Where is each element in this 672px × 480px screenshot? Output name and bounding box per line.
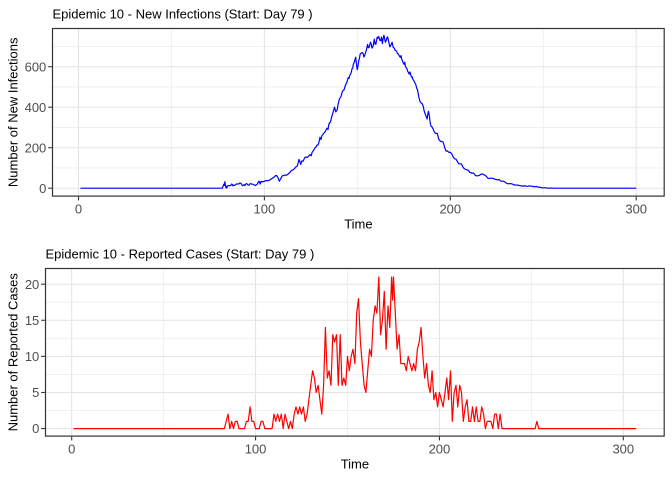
svg-text:Epidemic 10 - New Infections (: Epidemic 10 - New Infections (Start: Day… <box>53 7 313 22</box>
svg-text:0: 0 <box>75 202 82 217</box>
svg-text:200: 200 <box>25 140 47 155</box>
svg-text:0: 0 <box>39 181 46 196</box>
svg-text:200: 200 <box>429 442 451 457</box>
svg-text:Time: Time <box>341 457 369 472</box>
svg-text:Number of Reported Cases: Number of Reported Cases <box>5 273 20 432</box>
svg-text:300: 300 <box>612 442 634 457</box>
svg-text:20: 20 <box>25 277 39 292</box>
svg-text:Epidemic 10 - Reported Cases (: Epidemic 10 - Reported Cases (Start: Day… <box>46 246 315 261</box>
svg-text:100: 100 <box>254 202 276 217</box>
svg-text:Time: Time <box>344 217 372 232</box>
svg-text:10: 10 <box>25 349 39 364</box>
svg-text:0: 0 <box>32 421 39 436</box>
svg-text:15: 15 <box>25 313 39 328</box>
svg-text:Number of New Infections: Number of New Infections <box>5 37 20 187</box>
svg-text:0: 0 <box>68 442 75 457</box>
svg-text:5: 5 <box>32 385 39 400</box>
svg-text:200: 200 <box>439 202 461 217</box>
svg-text:100: 100 <box>245 442 267 457</box>
svg-text:300: 300 <box>625 202 647 217</box>
svg-text:400: 400 <box>25 100 47 115</box>
svg-text:600: 600 <box>25 59 47 74</box>
